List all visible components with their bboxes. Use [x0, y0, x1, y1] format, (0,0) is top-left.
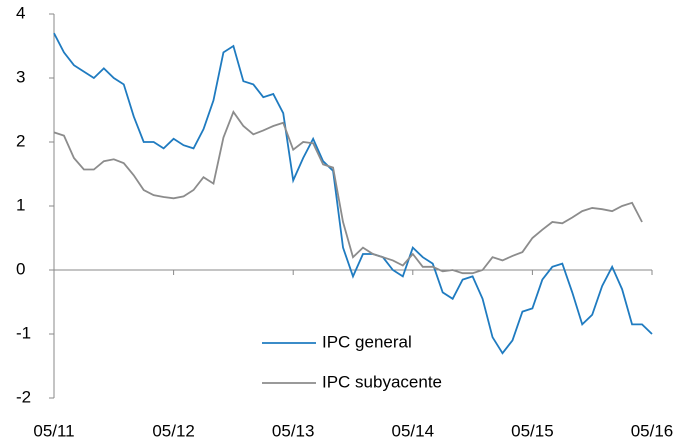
y-tick-label: 0 — [16, 259, 25, 278]
x-tick-label: 05/14 — [392, 421, 435, 440]
y-tick-label: 4 — [16, 3, 25, 22]
y-tick-label: -1 — [16, 323, 31, 342]
x-tick-label: 05/12 — [152, 421, 195, 440]
y-tick-label: 2 — [16, 131, 25, 150]
x-tick-label: 05/13 — [272, 421, 315, 440]
y-tick-label: 1 — [16, 195, 25, 214]
line-series — [53, 32, 653, 355]
y-tick-label: -2 — [16, 387, 31, 406]
y-tick-label: 3 — [16, 67, 25, 86]
line-series — [53, 110, 643, 275]
x-tick-label: 05/16 — [631, 421, 674, 440]
x-tick-label: 05/11 — [33, 421, 74, 440]
legend-label: IPC general — [322, 332, 412, 351]
x-tick-label: 05/15 — [511, 421, 554, 440]
legend-label: IPC subyacente — [322, 372, 442, 391]
